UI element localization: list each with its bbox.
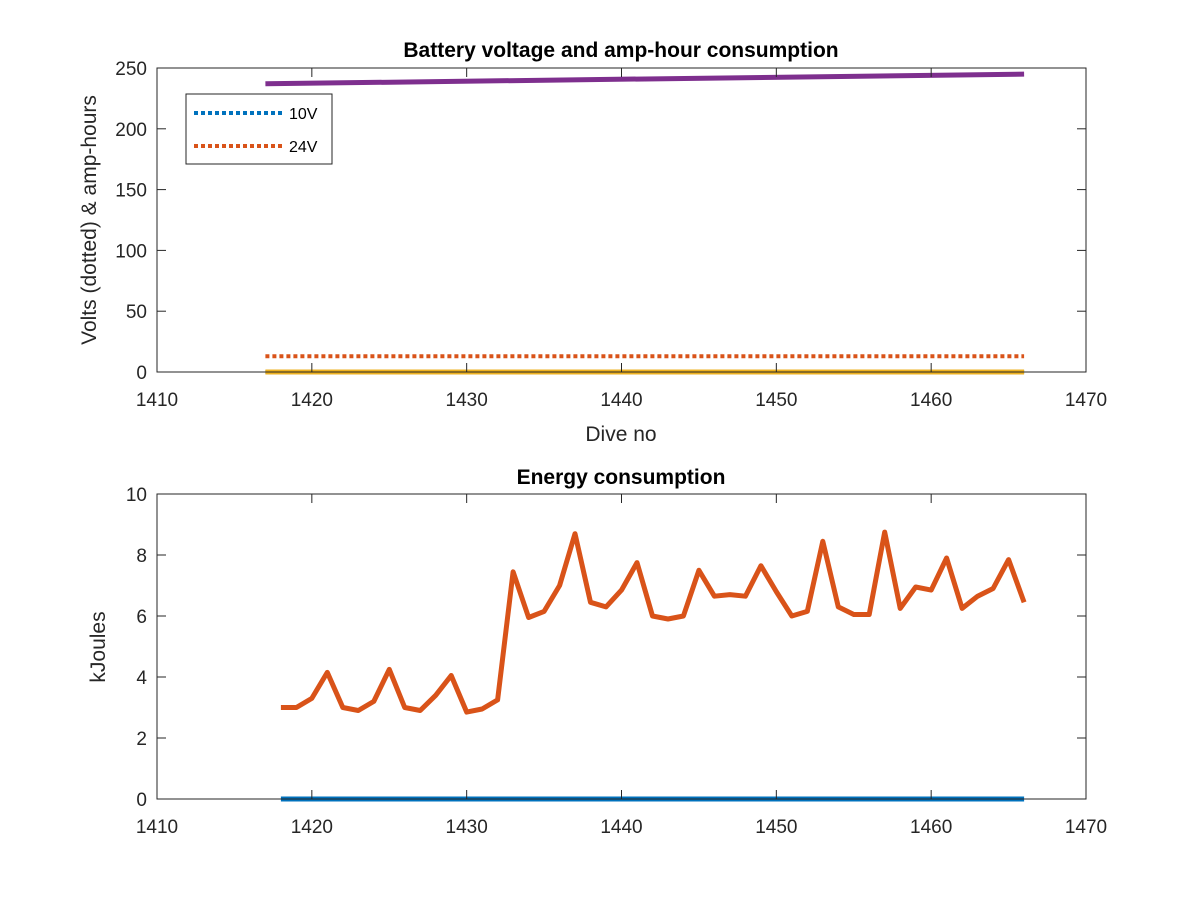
voltage-chart-x-tick-label: 1440	[600, 390, 642, 411]
energy-chart-x-tick-label: 1450	[755, 817, 797, 838]
energy-chart-y-tick-label: 4	[136, 668, 147, 689]
voltage-chart-y-tick-label: 250	[115, 59, 147, 80]
voltage-chart-x-tick-label: 1450	[755, 390, 797, 411]
energy-chart-x-tick-label: 1460	[910, 817, 952, 838]
voltage-chart-y-tick-label: 100	[115, 241, 147, 262]
energy-chart-x-tick-label: 1440	[600, 817, 642, 838]
energy-chart-title: Energy consumption	[517, 466, 726, 489]
voltage-chart-x-tick-label: 1470	[1065, 390, 1107, 411]
voltage-chart-series	[265, 71, 1025, 375]
voltage-chart-y-tick-label: 0	[136, 363, 147, 384]
energy-chart-y-tick-label: 2	[136, 729, 147, 750]
voltage-chart-series-line-3	[265, 71, 1025, 87]
voltage-chart-panel: Battery voltage and amp-hour consumption…	[78, 39, 1107, 446]
energy-chart-y-tick-label: 10	[126, 485, 147, 506]
legend-label-24v: 24V	[289, 139, 318, 156]
energy-chart-panel: Energy consumption 1410 1420 1430 1440 1450 1…	[87, 466, 1107, 838]
voltage-chart-x-tick-label: 1410	[136, 390, 178, 411]
voltage-chart-ticks: 1410 1420 1430 1440 1450 1460 1470 0 50 100 150 200…	[115, 59, 1107, 411]
energy-chart-x-tick-label: 1430	[446, 817, 488, 838]
voltage-chart-legend: 10V 24V	[185, 93, 333, 165]
voltage-chart-x-tick-label: 1460	[910, 390, 952, 411]
legend-box	[185, 93, 333, 165]
energy-chart-y-tick-label: 8	[136, 546, 147, 567]
legend-label-10v: 10V	[289, 106, 318, 123]
energy-chart-y-axis-label: kJoules	[87, 611, 110, 682]
energy-chart-ticks: 1410 1420 1430 1440 1450 1460 1470 0 2 4 6 8 10	[126, 485, 1107, 838]
energy-chart-series-line-1	[280, 529, 1027, 715]
energy-chart-axes-box	[156, 493, 1087, 800]
voltage-chart-y-axis-label: Volts (dotted) & amp-hours	[78, 95, 101, 345]
voltage-chart-x-axis-label: Dive no	[585, 423, 656, 446]
energy-chart-x-tick-label: 1410	[136, 817, 178, 838]
energy-chart-y-tick-label: 6	[136, 607, 147, 628]
energy-chart-x-tick-label: 1420	[291, 817, 333, 838]
energy-chart-series	[280, 529, 1027, 802]
voltage-chart-y-tick-label: 150	[115, 181, 147, 202]
voltage-chart-y-tick-label: 50	[126, 302, 147, 323]
voltage-chart-x-tick-label: 1420	[291, 390, 333, 411]
voltage-chart-x-tick-label: 1430	[446, 390, 488, 411]
voltage-chart-title: Battery voltage and amp-hour consumption	[403, 39, 838, 62]
energy-chart-x-tick-label: 1470	[1065, 817, 1107, 838]
voltage-chart-y-tick-label: 200	[115, 120, 147, 141]
energy-chart-y-tick-label: 0	[136, 790, 147, 811]
